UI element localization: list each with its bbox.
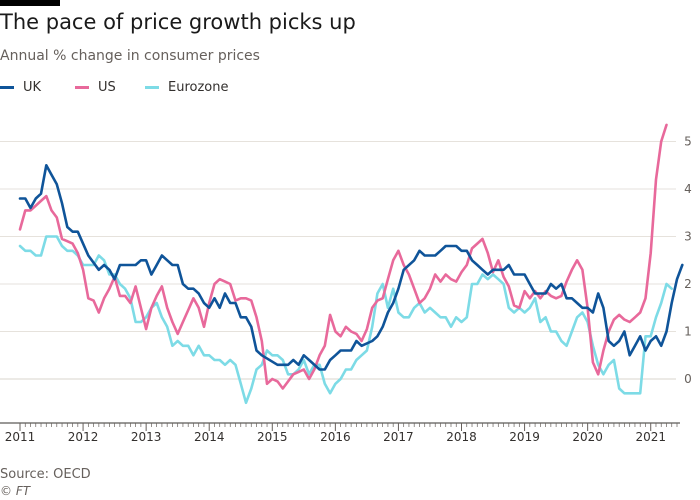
- x-tick-label: 2017: [383, 430, 414, 444]
- chart-title: The pace of price growth picks up: [0, 10, 356, 34]
- legend-label-uk: UK: [23, 80, 42, 95]
- legend-swatch-uk: [0, 86, 14, 89]
- x-tick-label: 2021: [635, 430, 666, 444]
- legend-item-uk: UK: [0, 80, 41, 95]
- x-tick-label: 2020: [572, 430, 603, 444]
- series-line-uk: [18, 164, 684, 371]
- x-tick-label: 2013: [131, 430, 162, 444]
- legend-swatch-us: [75, 86, 89, 89]
- chart-subtitle: Annual % change in consumer prices: [0, 48, 260, 64]
- line-chart: 0 1 2 3 4 5 2011 2012 2013 2014 2015 2016 2017 2018 20…: [0, 123, 692, 444]
- series-line-eurozone: [18, 235, 673, 405]
- legend-label-eurozone: Eurozone: [168, 80, 229, 95]
- y-tick-label: 2: [684, 277, 692, 291]
- legend-label-us: US: [98, 80, 116, 95]
- ft-header-bar: [0, 0, 60, 6]
- x-tick-label: 2015: [257, 430, 288, 444]
- x-tick-label: 2019: [509, 430, 540, 444]
- y-tick-label: 1: [684, 325, 692, 339]
- legend-swatch-eurozone: [145, 86, 159, 89]
- y-tick-label: 3: [684, 230, 692, 244]
- y-tick-label: 5: [684, 135, 692, 149]
- source-note: Source: OECD: [0, 467, 91, 482]
- legend-item-us: US: [75, 80, 116, 95]
- x-tick-label: 2012: [68, 430, 99, 444]
- y-tick-label: 0: [684, 372, 692, 386]
- x-tick-label: 2011: [5, 430, 36, 444]
- x-tick-label: 2014: [194, 430, 225, 444]
- legend-item-eurozone: Eurozone: [145, 80, 228, 95]
- x-tick-label: 2016: [320, 430, 351, 444]
- series-line-us: [18, 123, 668, 390]
- copyright-note: © FT: [0, 484, 31, 498]
- x-tick-label: 2018: [446, 430, 477, 444]
- y-tick-label: 4: [684, 182, 692, 196]
